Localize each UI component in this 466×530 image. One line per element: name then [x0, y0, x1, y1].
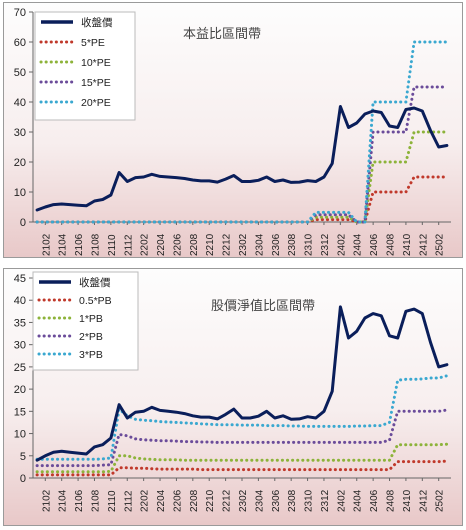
- x-tick-label: 2102: [41, 233, 52, 256]
- x-tick-label: 2110: [107, 234, 118, 256]
- y-tick-label: 40: [14, 97, 26, 109]
- series-line-0: [35, 305, 449, 462]
- x-tick-label: 2102: [41, 489, 52, 512]
- y-tick-label: 35: [14, 317, 26, 329]
- y-tick-label: 30: [14, 340, 26, 352]
- x-tick-label: 2302: [238, 489, 249, 512]
- legend-label-2: 1*PB: [79, 313, 103, 325]
- x-tick-label: 2412: [418, 489, 429, 512]
- x-tick-label: 2108: [90, 489, 101, 512]
- y-tick-label: 60: [14, 37, 26, 49]
- x-tick-label: 2112: [123, 234, 134, 256]
- chart-title: 股價淨值比區間帶: [211, 298, 315, 313]
- y-tick-label: 45: [14, 273, 26, 285]
- y-tick-label: 25: [14, 362, 26, 374]
- series-line-3: [35, 408, 449, 468]
- legend-label-0: 收盤價: [81, 16, 113, 29]
- x-tick-label: 2104: [58, 489, 69, 512]
- x-tick-label: 2408: [386, 489, 397, 512]
- x-tick-label: 2108: [90, 233, 101, 256]
- series-line-4: [35, 40, 449, 224]
- legend-label-1: 5*PE: [81, 37, 105, 49]
- x-tick-label: 2306: [271, 489, 282, 512]
- pe-band-chart: 0 10 20 30 40 50 60 70 2102 2104 2106 2108 2110 2112 2…: [3, 2, 463, 258]
- x-tick-label: 2308: [287, 489, 298, 512]
- x-tick-label: 2204: [156, 233, 167, 256]
- y-tick-label: 50: [14, 67, 26, 79]
- y-tick-label: 10: [14, 187, 26, 199]
- x-tick-label: 2402: [336, 489, 347, 512]
- x-tick-label: 2210: [205, 233, 216, 256]
- x-tick-label: 2112: [123, 490, 134, 512]
- legend-label-0: 收盤價: [79, 276, 111, 289]
- x-tick-label: 2212: [222, 233, 233, 256]
- pe-band-chart-svg: 0 10 20 30 40 50 60 70 2102 2104 2106 2108 2110 2112 2…: [3, 2, 463, 258]
- x-tick-label: 2104: [58, 233, 69, 256]
- x-tick-label: 2412: [418, 233, 429, 256]
- series-line-0: [35, 105, 449, 212]
- x-tick-label: 2306: [271, 233, 282, 256]
- x-tick-label: 2304: [254, 233, 265, 256]
- x-tick-label: 2106: [74, 489, 85, 512]
- y-tick-label: 0: [20, 473, 26, 485]
- x-tick-label: 2312: [320, 233, 331, 256]
- x-tick-label: 2408: [386, 233, 397, 256]
- y-tick-label: 20: [14, 384, 26, 396]
- x-tick-label: 2106: [74, 233, 85, 256]
- x-tick-label: 2402: [336, 233, 347, 256]
- y-tick-label: 70: [14, 7, 26, 19]
- x-tick-label: 2404: [353, 489, 364, 512]
- series-line-4: [35, 374, 449, 461]
- x-tick-label: 2302: [238, 233, 249, 256]
- x-tick-label: 2404: [353, 233, 364, 256]
- y-tick-label: 0: [20, 217, 26, 229]
- x-tick-label: 2208: [189, 233, 200, 256]
- pb-band-chart-svg: 0 5 10 15 20 25 30 35 40 45 2102 2104 2106 2108 2110 21…: [3, 268, 463, 526]
- x-tick-label: 2202: [140, 233, 151, 256]
- legend-label-4: 3*PB: [79, 349, 103, 361]
- x-tick-label: 2502: [435, 233, 446, 256]
- legend-label-3: 15*PE: [81, 77, 111, 89]
- legend-label-3: 2*PB: [79, 331, 103, 343]
- x-tick-label: 2406: [369, 489, 380, 512]
- legend-label-1: 0.5*PB: [79, 295, 112, 307]
- x-tick-label: 2308: [287, 233, 298, 256]
- y-tick-label: 40: [14, 295, 26, 307]
- x-tick-label: 2502: [435, 489, 446, 512]
- x-tick-label: 2406: [369, 233, 380, 256]
- x-tick-label: 2310: [304, 233, 315, 256]
- y-tick-label: 20: [14, 157, 26, 169]
- x-tick-label: 2110: [107, 490, 118, 512]
- x-tick-label: 2204: [156, 489, 167, 512]
- y-tick-label: 5: [20, 451, 26, 463]
- pb-band-chart: 0 5 10 15 20 25 30 35 40 45 2102 2104 2106 2108 2110 21…: [3, 268, 463, 526]
- y-tick-label: 15: [14, 406, 26, 418]
- x-tick-label: 2208: [189, 489, 200, 512]
- x-tick-label: 2312: [320, 489, 331, 512]
- x-tick-label: 2410: [402, 233, 413, 256]
- legend-label-4: 20*PE: [81, 97, 111, 109]
- x-tick-label: 2210: [205, 489, 216, 512]
- legend-label-2: 10*PE: [81, 57, 111, 69]
- x-tick-label: 2202: [140, 489, 151, 512]
- y-tick-label: 10: [14, 429, 26, 441]
- x-tick-label: 2310: [304, 489, 315, 512]
- x-tick-label: 2206: [172, 233, 183, 256]
- x-tick-label: 2206: [172, 489, 183, 512]
- chart-title: 本益比區間帶: [183, 26, 261, 41]
- y-tick-label: 30: [14, 127, 26, 139]
- x-tick-label: 2410: [402, 489, 413, 512]
- x-tick-label: 2304: [254, 489, 265, 512]
- series-line-2: [35, 442, 449, 474]
- x-tick-label: 2212: [222, 489, 233, 512]
